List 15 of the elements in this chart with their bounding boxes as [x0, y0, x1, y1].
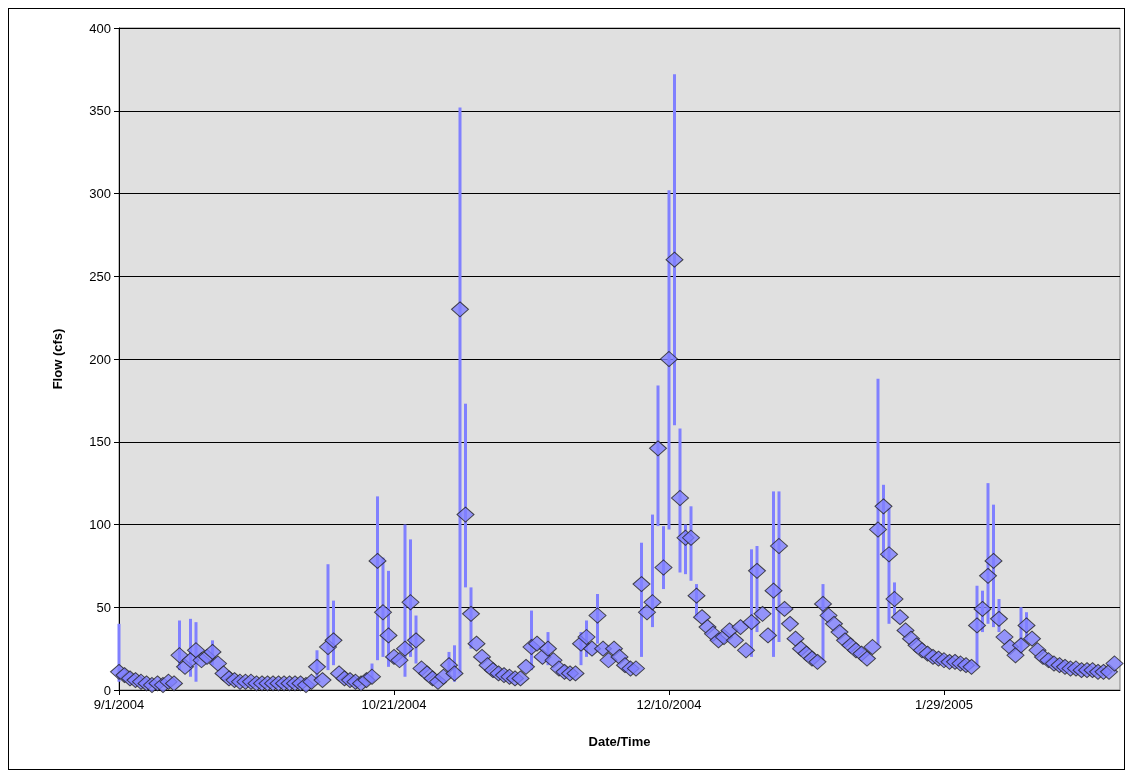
x-axis-title: Date/Time	[588, 734, 651, 749]
y-tick-label: 0	[103, 682, 111, 698]
x-tick-label: 10/21/2004	[361, 697, 427, 712]
x-tick-label: 1/29/2005	[915, 697, 973, 712]
y-tick-label: 150	[89, 434, 111, 450]
y-tick-label: 200	[89, 351, 111, 367]
x-tick-label: 12/10/2004	[636, 697, 702, 712]
y-tick-label: 250	[89, 268, 111, 284]
x-tick-label: 9/1/2004	[93, 697, 145, 712]
y-tick-label: 100	[89, 517, 111, 532]
y-axis-title: Flow (cfs)	[50, 328, 65, 390]
y-tick-label: 400	[89, 20, 111, 36]
y-tick-label: 350	[89, 103, 111, 119]
y-tick-label: 50	[96, 599, 111, 615]
y-tick-label: 300	[89, 186, 111, 201]
